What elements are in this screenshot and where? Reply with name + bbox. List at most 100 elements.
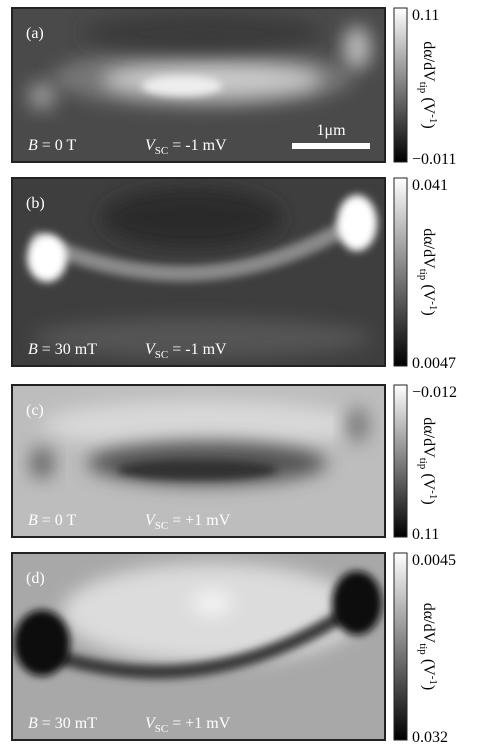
colorbar-label: dα/dVtip (V-1)	[417, 603, 439, 690]
label-main: dα/dV	[420, 228, 437, 269]
voltage-value: = +1 mV	[168, 512, 230, 529]
label-sup: -1	[427, 490, 439, 499]
map-feature	[345, 407, 369, 443]
label-main: dα/dV	[420, 41, 437, 82]
voltage-text: VSC = -1 mV	[145, 137, 227, 157]
voltage-sub: SC	[155, 723, 168, 735]
colorbar	[393, 384, 408, 538]
field-text: B = 30 mT	[28, 715, 97, 732]
label-unit: (V	[420, 469, 437, 490]
map-frame	[11, 384, 386, 538]
colorbar	[393, 177, 408, 367]
colorbar	[393, 552, 408, 741]
field-text: B = 0 T	[28, 512, 77, 529]
label-sub: tip	[417, 643, 429, 655]
panel-label: (c)	[26, 402, 44, 419]
voltage-text: VSC = +1 mV	[145, 715, 231, 735]
colorbar-bottom: 0.032	[412, 729, 448, 746]
panel: (c) B = 0 T VSC = +1 mV −0.012 0.11 dα/dVtip …	[11, 384, 457, 543]
colorbar-label: dα/dVtip (V-1)	[417, 417, 439, 504]
map-feature	[82, 13, 322, 53]
map-feature	[337, 195, 377, 251]
voltage-sub: SC	[155, 520, 168, 532]
map-feature	[142, 76, 222, 96]
panel-label: (d)	[26, 570, 45, 587]
panel: (d) B = 30 mT VSC = +1 mV 0.0045 0.032 dα/dVt…	[11, 552, 456, 746]
voltage-sub: SC	[155, 349, 168, 361]
colorbar-label: dα/dVtip (V-1)	[417, 228, 439, 315]
map-feature	[32, 318, 372, 358]
map-feature	[29, 597, 366, 680]
label-close: )	[420, 685, 437, 690]
map-image	[12, 178, 385, 366]
map-feature	[28, 82, 56, 110]
label-sup: -1	[427, 676, 439, 685]
label-main: dα/dV	[420, 417, 437, 458]
label-main: dα/dV	[420, 603, 437, 644]
voltage-sub: SC	[155, 145, 168, 157]
label-unit: (V	[420, 280, 437, 301]
voltage-text: VSC = +1 mV	[145, 512, 231, 532]
label-close: )	[420, 123, 437, 128]
map-feature	[28, 211, 367, 282]
map-image	[12, 8, 385, 162]
label-sub: tip	[417, 82, 429, 94]
field-value: = 0 T	[38, 137, 77, 154]
label-sub: tip	[417, 458, 429, 470]
label-unit: (V	[420, 655, 437, 676]
colorbar-top: 0.11	[412, 7, 439, 24]
colorbar-top: 0.0045	[412, 552, 456, 569]
colorbar-top: 0.041	[412, 177, 448, 194]
colorbar-bottom: 0.11	[412, 526, 439, 543]
map-feature	[14, 610, 70, 676]
map-feature	[27, 234, 67, 282]
voltage-value: = -1 mV	[168, 341, 227, 358]
field-text: B = 30 mT	[28, 341, 97, 358]
colorbar-top: −0.012	[412, 384, 457, 401]
map-frame	[11, 177, 386, 367]
label-sub: tip	[417, 269, 429, 281]
label-unit: (V	[420, 93, 437, 114]
map-feature	[343, 26, 371, 70]
map-image	[12, 385, 385, 537]
field-text: B = 0 T	[28, 137, 77, 154]
field-symbol: B	[28, 341, 38, 358]
map-feature	[30, 447, 54, 479]
colorbar-bottom: −0.011	[412, 151, 456, 168]
voltage-text: VSC = -1 mV	[145, 341, 227, 361]
voltage-symbol: V	[145, 137, 157, 154]
map-feature	[102, 188, 282, 248]
panel-label: (a)	[26, 25, 44, 42]
field-value: = 0 T	[38, 512, 77, 529]
colorbar	[393, 7, 408, 163]
panel: (a) B = 0 T VSC = -1 mV 0.11 −0.011 dα/dVtip …	[11, 7, 456, 168]
field-value: = 30 mT	[38, 715, 97, 732]
map-feature	[117, 460, 277, 480]
scale-bar-label: 1μm	[316, 122, 346, 139]
field-symbol: B	[28, 715, 38, 732]
scale-bar	[292, 143, 370, 149]
map-frame	[11, 552, 386, 741]
label-sup: -1	[427, 114, 439, 123]
label-close: )	[420, 310, 437, 315]
panel: (b) B = 30 mT VSC = -1 mV 0.041 0.0047 dα/dVt…	[11, 177, 456, 372]
field-value: = 30 mT	[38, 341, 97, 358]
voltage-value: = +1 mV	[168, 715, 230, 732]
colorbar-label: dα/dVtip (V-1)	[417, 41, 439, 128]
field-symbol: B	[28, 512, 38, 529]
map-feature	[192, 591, 232, 615]
voltage-symbol: V	[145, 715, 157, 732]
map-image	[12, 553, 385, 740]
map-feature	[332, 571, 382, 635]
label-sup: -1	[427, 301, 439, 310]
panel-label: (b)	[26, 195, 45, 212]
voltage-symbol: V	[145, 512, 157, 529]
map-frame	[11, 7, 386, 163]
colorbar-bottom: 0.0047	[412, 355, 456, 372]
voltage-symbol: V	[145, 341, 157, 358]
field-symbol: B	[28, 137, 38, 154]
label-close: )	[420, 499, 437, 504]
voltage-value: = -1 mV	[168, 137, 227, 154]
